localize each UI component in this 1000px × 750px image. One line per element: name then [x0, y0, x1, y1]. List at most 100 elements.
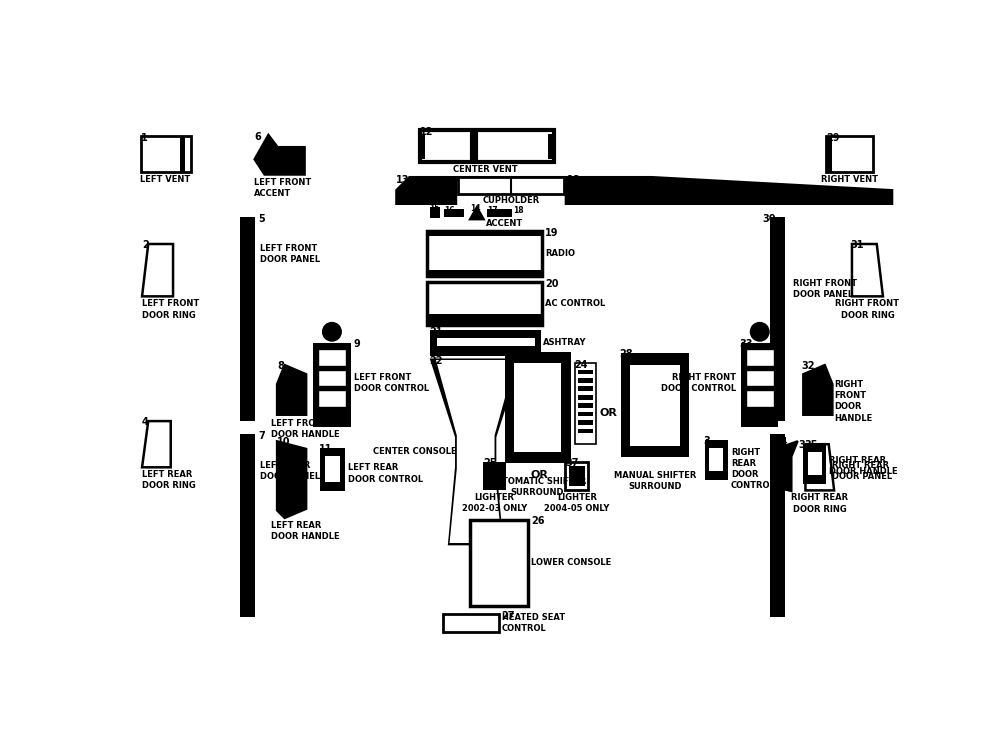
Text: 26: 26: [531, 516, 545, 526]
Circle shape: [323, 322, 341, 341]
Bar: [770, 217, 785, 421]
Text: LEFT FRONT
DOOR PANEL: LEFT FRONT DOOR PANEL: [260, 244, 320, 264]
Text: LEFT FRONT
DOOR HANDLE: LEFT FRONT DOOR HANDLE: [271, 419, 339, 439]
Bar: [140, 136, 191, 172]
Bar: [746, 390, 774, 407]
Bar: [578, 412, 593, 416]
Bar: [318, 390, 346, 407]
Text: 31: 31: [850, 240, 864, 250]
Text: LEFT VENT: LEFT VENT: [140, 176, 190, 184]
Text: 29: 29: [826, 133, 840, 143]
Text: CUPHOLDER: CUPHOLDER: [482, 196, 540, 206]
Bar: [803, 444, 826, 485]
Bar: [578, 429, 593, 433]
Text: LOWER CONSOLE: LOWER CONSOLE: [531, 558, 611, 567]
Bar: [318, 370, 346, 386]
Bar: [483, 462, 506, 490]
Text: 21: 21: [429, 327, 442, 338]
Text: AC CONTROL: AC CONTROL: [545, 298, 605, 307]
Text: 9: 9: [354, 340, 360, 350]
Bar: [420, 130, 472, 163]
Text: MANUAL SHIFTER
SURROUND: MANUAL SHIFTER SURROUND: [614, 471, 696, 491]
Bar: [630, 365, 680, 446]
Text: OR: OR: [531, 470, 549, 480]
Polygon shape: [776, 441, 798, 491]
Text: 5: 5: [258, 214, 265, 224]
Text: ASHTRAY: ASHTRAY: [543, 338, 586, 347]
Polygon shape: [277, 365, 306, 415]
Text: 18: 18: [567, 175, 580, 184]
Bar: [427, 231, 542, 236]
Bar: [318, 349, 346, 366]
Text: AUTOMATIC SHIFTER
SURROUND: AUTOMATIC SHIFTER SURROUND: [489, 477, 586, 497]
Bar: [578, 370, 593, 374]
Text: RIGHT REAR
DOOR HANDLE: RIGHT REAR DOOR HANDLE: [829, 456, 898, 476]
Bar: [705, 440, 728, 481]
Polygon shape: [805, 444, 834, 491]
Bar: [476, 130, 554, 163]
Text: 19: 19: [545, 228, 559, 238]
Bar: [240, 217, 255, 421]
Polygon shape: [277, 441, 306, 518]
Text: 18: 18: [513, 206, 524, 215]
Polygon shape: [852, 244, 883, 296]
Text: HEATED SEAT
CONTROL: HEATED SEAT CONTROL: [502, 613, 565, 633]
Text: ACCENT: ACCENT: [486, 219, 523, 228]
Bar: [180, 136, 185, 172]
Text: RIGHT REAR
DOOR RING: RIGHT REAR DOOR RING: [791, 494, 848, 514]
Bar: [578, 378, 593, 382]
Bar: [741, 343, 778, 427]
Text: 1: 1: [140, 133, 147, 143]
Text: 4: 4: [142, 417, 149, 428]
Bar: [325, 456, 340, 482]
Bar: [458, 177, 564, 194]
Text: 13: 13: [396, 175, 410, 184]
Polygon shape: [803, 365, 833, 415]
Text: RIGHT VENT: RIGHT VENT: [821, 176, 878, 184]
Bar: [444, 209, 464, 217]
Text: LEFT REAR
DOOR PANEL: LEFT REAR DOOR PANEL: [260, 461, 320, 482]
Bar: [443, 614, 499, 632]
Text: LEFT FRONT
DOOR CONTROL: LEFT FRONT DOOR CONTROL: [354, 374, 429, 394]
Bar: [313, 343, 351, 427]
Text: 6: 6: [254, 131, 261, 142]
Bar: [709, 448, 723, 471]
Bar: [578, 420, 593, 425]
Text: 28: 28: [619, 350, 633, 359]
Text: 32: 32: [802, 361, 815, 371]
Text: 2: 2: [142, 240, 149, 250]
Text: 7: 7: [258, 431, 265, 441]
Text: 12: 12: [420, 127, 433, 137]
Polygon shape: [458, 178, 564, 204]
Text: 10: 10: [277, 437, 290, 447]
Text: CENTER VENT: CENTER VENT: [453, 166, 518, 175]
Text: 24: 24: [574, 359, 588, 370]
Text: LEFT REAR
DOOR HANDLE: LEFT REAR DOOR HANDLE: [271, 521, 339, 542]
Text: 25: 25: [483, 458, 497, 468]
Bar: [427, 270, 542, 275]
Polygon shape: [142, 421, 171, 467]
Text: 11: 11: [319, 444, 332, 454]
Bar: [621, 353, 689, 458]
Text: RIGHT REAR
DOOR PANEL: RIGHT REAR DOOR PANEL: [832, 461, 892, 482]
Text: RIGHT
REAR
DOOR
CONTROL: RIGHT REAR DOOR CONTROL: [731, 448, 776, 491]
Text: RIGHT FRONT
DOOR CONTROL: RIGHT FRONT DOOR CONTROL: [661, 374, 736, 394]
Text: 27: 27: [502, 610, 515, 620]
Text: LEFT FRONT
ACCENT: LEFT FRONT ACCENT: [254, 178, 312, 198]
Bar: [770, 434, 785, 616]
Text: 8: 8: [277, 361, 284, 371]
Polygon shape: [254, 135, 305, 175]
Polygon shape: [431, 359, 520, 544]
Text: LEFT FRONT
DOOR RING: LEFT FRONT DOOR RING: [142, 299, 199, 320]
Polygon shape: [396, 177, 892, 204]
Text: LEFT REAR
DOOR CONTROL: LEFT REAR DOOR CONTROL: [348, 464, 423, 484]
Bar: [578, 404, 593, 408]
Bar: [240, 434, 255, 616]
Bar: [505, 352, 571, 464]
Text: RIGHT FRONT
DOOR RING: RIGHT FRONT DOOR RING: [835, 299, 899, 320]
Bar: [565, 462, 588, 490]
Text: LIGHTER
2004-05 ONLY: LIGHTER 2004-05 ONLY: [544, 493, 610, 513]
Text: 14: 14: [470, 204, 480, 213]
Polygon shape: [458, 181, 564, 194]
Text: RIGHT FRONT
DOOR PANEL: RIGHT FRONT DOOR PANEL: [793, 279, 857, 298]
